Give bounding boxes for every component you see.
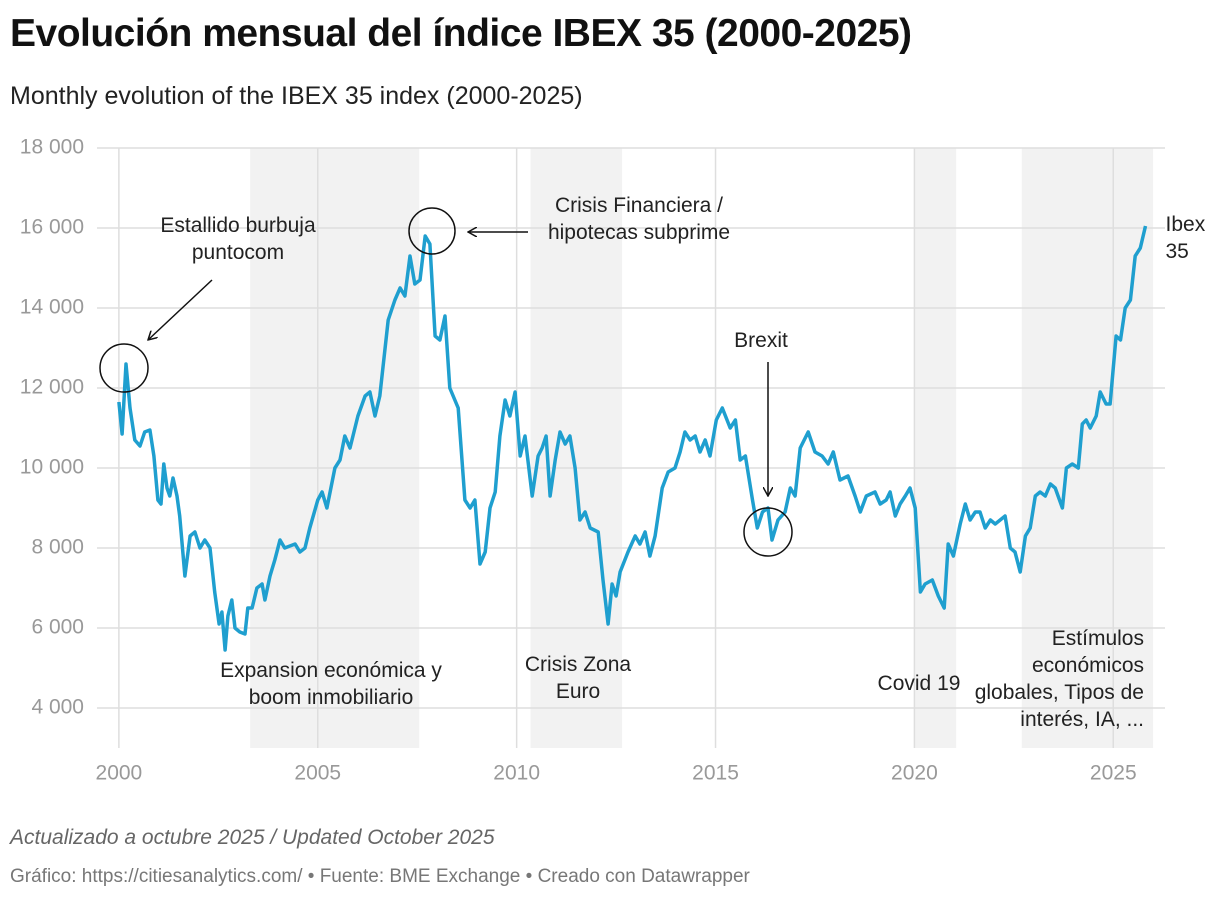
annotation: Covid 19 [877,672,961,695]
y-tick-label: 12 000 [20,376,84,399]
y-tick-label: 16 000 [20,216,84,239]
series-line [117,225,1148,652]
chart-title: Evolución mensual del índice IBEX 35 (20… [10,12,912,55]
annotation: Crisis Zona Euro [524,653,632,703]
annotation-arrow [148,279,213,340]
shaded-period [1021,148,1154,748]
annotation: Estímulos económicos globales, Tipos de … [974,627,1144,731]
series-label: Ibex 35 [1165,213,1206,263]
update-note: Actualizado a octubre 2025 / Updated Oct… [10,826,495,849]
shaded-period [914,148,957,748]
y-tick-label: 18 000 [20,136,84,159]
annotation: Crisis Financiera / hipotecas subprime [547,194,731,244]
highlight-circle [743,507,793,557]
x-tick-label: 2000 [96,762,143,785]
annotation: Estallido burbuja puntocom [160,214,316,264]
x-tick-label: 2025 [1090,762,1137,785]
annotation: Brexit [734,329,788,352]
chart-subtitle: Monthly evolution of the IBEX 35 index (… [10,82,583,110]
x-tick-label: 2005 [294,762,341,785]
source-note: Gráfico: https://citiesanalytics.com/ • … [10,866,750,887]
y-tick-label: 8 000 [31,536,84,559]
y-tick-label: 4 000 [31,696,84,719]
y-tick-label: 10 000 [20,456,84,479]
x-tick-label: 2010 [493,762,540,785]
highlight-circle [408,207,456,255]
shaded-period [250,148,420,748]
highlight-circle [99,343,149,393]
x-tick-label: 2015 [692,762,739,785]
annotation: Expansion económica y boom inmobiliario [220,659,442,709]
y-tick-label: 14 000 [20,296,84,319]
y-tick-label: 6 000 [31,616,84,639]
x-tick-label: 2020 [891,762,938,785]
